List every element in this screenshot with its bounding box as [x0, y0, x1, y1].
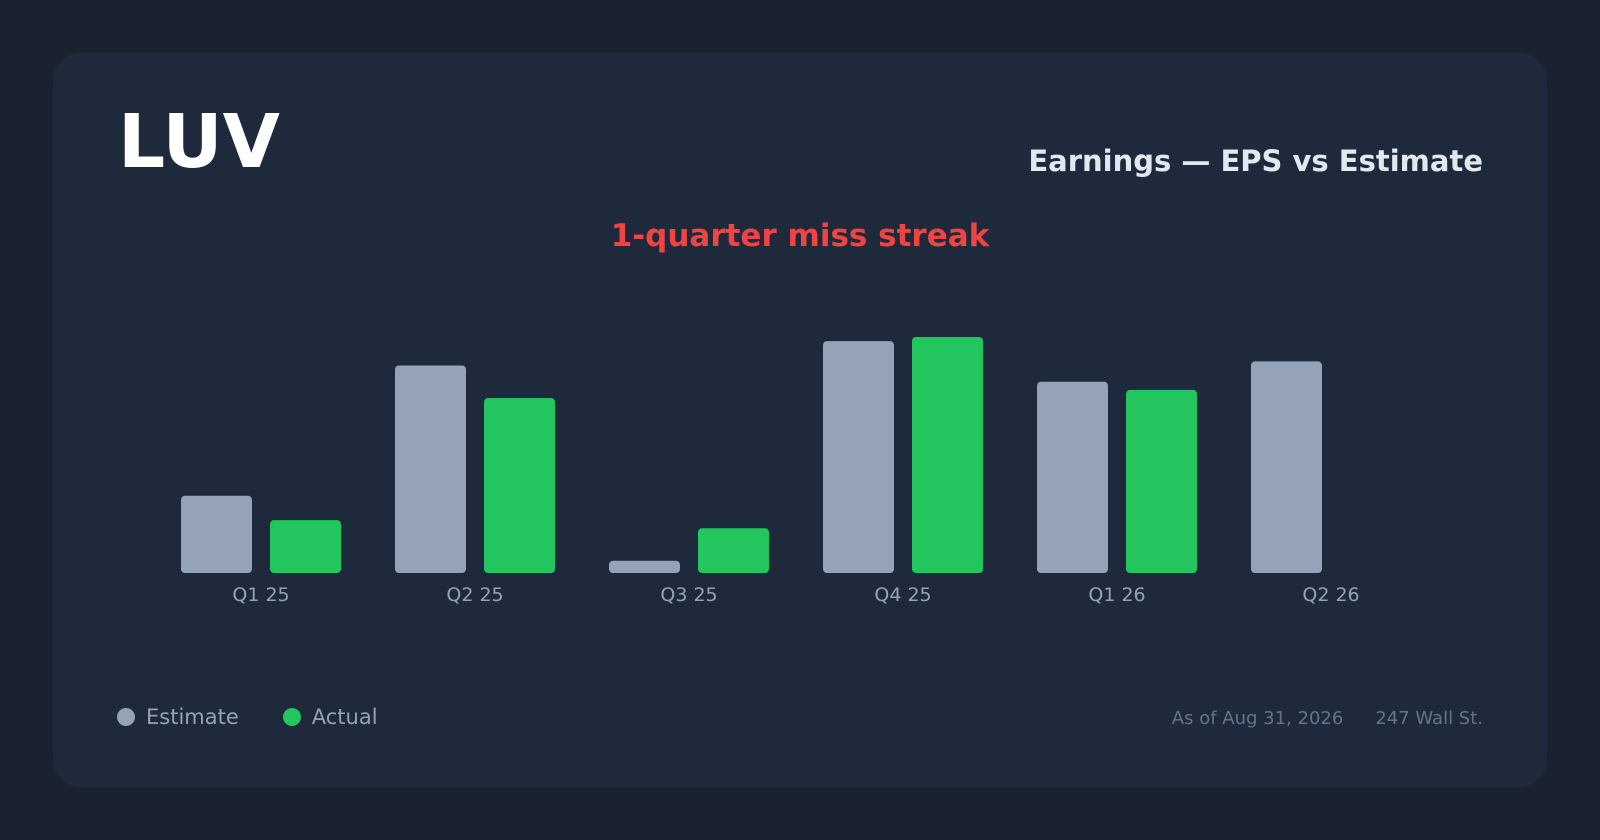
- actual-bar-q3-25: [698, 528, 769, 573]
- actual-swatch-icon: [282, 708, 301, 726]
- x-tick-label: Q1 26: [1088, 584, 1145, 606]
- legend-actual-label: Actual: [311, 705, 378, 729]
- miss-streak-label: 1-quarter miss streak: [610, 218, 990, 254]
- legend: Estimate Actual: [117, 705, 422, 729]
- actual-bar-q1-26: [1126, 389, 1197, 573]
- estimate-bar-q4-25: [823, 341, 894, 573]
- estimate-bar-q2-25: [395, 365, 466, 573]
- legend-estimate-label: Estimate: [146, 705, 239, 729]
- x-tick-label: Q4 25: [874, 584, 931, 606]
- eps-bar-chart: Q1 25 Q2 25 Q3 25 Q4 25 Q1 26 Q2 26: [181, 337, 1360, 606]
- estimate-bar-q1-26: [1037, 381, 1108, 573]
- actual-bar-q1-25: [270, 520, 341, 573]
- x-tick-label: Q2 26: [1302, 584, 1359, 606]
- source-credit: 247 Wall St.: [1375, 708, 1483, 729]
- actual-bar-q4-25: [912, 337, 983, 573]
- estimate-bar-q2-26: [1251, 361, 1322, 573]
- estimate-bar-q3-25: [609, 560, 680, 573]
- legend-item-actual: Actual: [282, 705, 378, 729]
- chart-card: LUV Earnings — EPS vs Estimate 1-quarter…: [53, 53, 1547, 787]
- footer: As of Aug 31, 2026 247 Wall St.: [1172, 708, 1483, 729]
- x-tick-label: Q1 25: [232, 584, 289, 606]
- legend-item-estimate: Estimate: [117, 705, 239, 729]
- estimate-bar-q1-25: [181, 495, 252, 573]
- estimate-swatch-icon: [117, 708, 135, 726]
- x-tick-label: Q2 25: [446, 584, 503, 606]
- ticker-symbol: LUV: [118, 99, 280, 185]
- x-tick-label: Q3 25: [660, 584, 717, 606]
- chart-title: Earnings — EPS vs Estimate: [1028, 144, 1483, 178]
- actual-bar-q2-25: [484, 398, 555, 573]
- as-of-date: As of Aug 31, 2026: [1171, 708, 1344, 729]
